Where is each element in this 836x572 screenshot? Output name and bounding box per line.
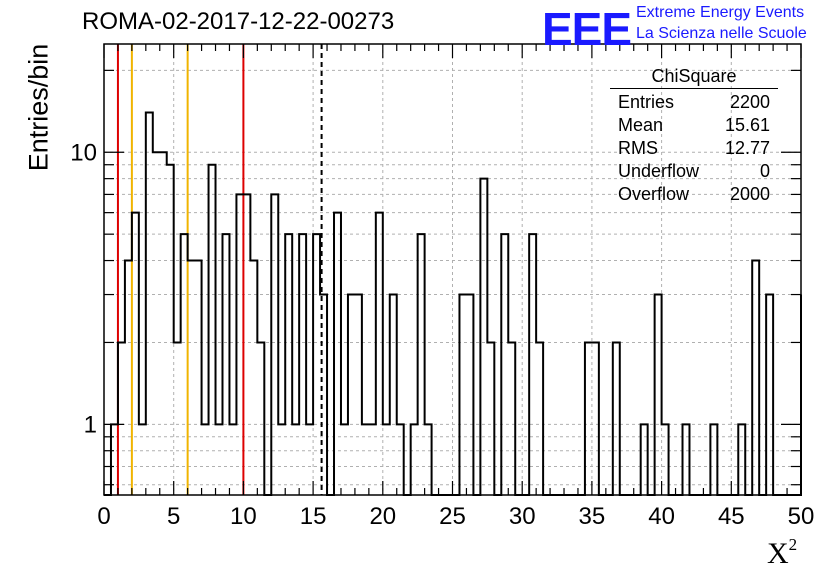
x-tick-label: 45 [718,503,745,530]
x-tick-label: 50 [788,503,815,530]
x-tick-label: 20 [369,503,396,530]
logo-line-1: Extreme Energy Events [636,4,805,21]
x-axis-label: X2 [767,535,798,570]
logo-line-2: La Scienza nelle Scuole [636,25,807,42]
stats-row-entries: Entries 2200 [618,92,770,112]
axis-ticks [103,44,802,495]
y-tick-label: 1 [84,411,97,438]
x-tick-label: 30 [509,503,536,530]
stats-box: ChiSquare Entries 2200 Mean 15.61 RMS 12.77… [610,66,778,206]
chart-title: ROMA-02-2017-12-22-00273 [82,8,395,35]
stats-row-overflow: Overflow 2000 [618,184,770,204]
x-tick-label: 35 [579,503,606,530]
x-tick-label: 0 [97,503,110,530]
x-tick-label: 15 [300,503,327,530]
x-tick-label: 40 [648,503,675,530]
reference-lines [116,44,323,495]
stats-title: ChiSquare [610,66,778,89]
x-tick-label: 25 [439,503,466,530]
x-tick-label: 5 [167,503,180,530]
grid-lines [104,44,801,495]
y-axis-label: Entries/bin [23,43,54,172]
stats-row-underflow: Underflow 0 [618,161,770,181]
stats-row-rms: RMS 12.77 [618,138,770,158]
stats-row-mean: Mean 15.61 [618,115,770,135]
eee-logo: EEE [542,3,632,55]
x-tick-label: 10 [230,503,257,530]
tick-labels: 0 5 10 15 20 25 30 35 40 45 50 1 10 [70,139,814,530]
y-tick-label: 10 [70,139,97,166]
